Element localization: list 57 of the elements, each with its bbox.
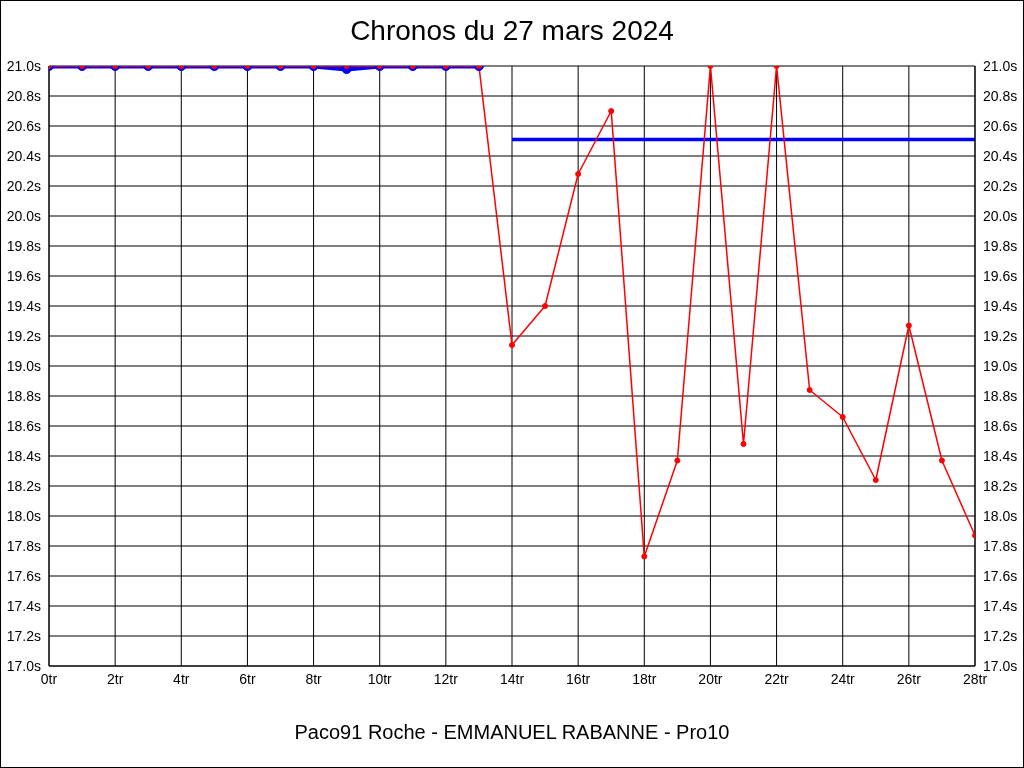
y-tick-label: 20.8s xyxy=(6,87,41,104)
y-tick-label: 17.6s xyxy=(6,567,41,584)
chart-title: Chronos du 27 mars 2024 xyxy=(349,15,675,47)
y2-tick-label: 18.4s xyxy=(983,447,1018,464)
y2-tick-label: 17.8s xyxy=(983,537,1018,554)
y2-tick-label: 21.0s xyxy=(983,57,1018,74)
y-tick-label: 17.4s xyxy=(6,597,41,614)
y-tick-label: 19.2s xyxy=(6,327,41,344)
x-tick-label: 16tr xyxy=(566,670,591,687)
y-tick-label: 21.0s xyxy=(6,57,41,74)
y-tick-label: 18.6s xyxy=(6,417,41,434)
x-tick-label: 8tr xyxy=(305,670,323,687)
y-tick-label: 20.2s xyxy=(6,177,41,194)
y-tick-label: 18.4s xyxy=(6,447,41,464)
x-tick-label: 26tr xyxy=(896,670,922,687)
y-tick-label: 19.6s xyxy=(6,267,41,284)
y2-tick-label: 19.2s xyxy=(983,327,1018,344)
y2-tick-label: 17.4s xyxy=(983,597,1018,614)
y2-tick-label: 20.4s xyxy=(983,147,1018,164)
x-tick-label: 24tr xyxy=(830,670,856,687)
y2-tick-label: 19.8s xyxy=(983,237,1018,254)
y2-tick-label: 17.6s xyxy=(983,567,1018,584)
y-tick-label: 17.0s xyxy=(6,657,41,674)
y-tick-label: 18.2s xyxy=(6,477,41,494)
y-tick-label: 17.8s xyxy=(6,537,41,554)
y2-tick-label: 19.6s xyxy=(983,267,1018,284)
y-tick-label: 18.0s xyxy=(6,507,41,524)
x-tick-label: 14tr xyxy=(499,670,525,687)
y-tick-label: 19.0s xyxy=(6,357,41,374)
y2-tick-label: 20.8s xyxy=(983,87,1018,104)
x-tick-label: 10tr xyxy=(367,670,393,687)
x-tick-label: 4tr xyxy=(173,670,190,687)
x-tick-label: 22tr xyxy=(764,670,789,687)
x-tick-label: 20tr xyxy=(698,670,723,687)
text: Paco91 Roche - EMMANUEL RABANNE - Pro10 xyxy=(293,721,731,744)
x-tick-label: 0tr xyxy=(40,670,58,687)
y-tick-label: 20.0s xyxy=(6,207,41,224)
y2-tick-label: 18.2s xyxy=(983,477,1018,494)
y2-tick-label: 19.4s xyxy=(983,297,1018,314)
x-tick-label: 18tr xyxy=(632,670,657,687)
x-tick-label: 2tr xyxy=(106,670,124,687)
y2-tick-label: 20.0s xyxy=(983,207,1018,224)
y-tick-label: 20.4s xyxy=(6,147,41,164)
y2-tick-label: 18.6s xyxy=(983,417,1018,434)
y-tick-label: 19.4s xyxy=(6,297,41,314)
y2-tick-label: 18.0s xyxy=(983,507,1018,524)
y2-tick-label: 17.2s xyxy=(983,627,1018,644)
y2-tick-label: 18.8s xyxy=(983,387,1018,404)
x-tick-label: 6tr xyxy=(239,670,256,687)
y-tick-label: 17.2s xyxy=(6,627,41,644)
y2-tick-label: 19.0s xyxy=(983,357,1018,374)
y-tick-label: 18.8s xyxy=(6,387,41,404)
y-tick-label: 20.6s xyxy=(6,117,41,134)
y2-tick-label: 20.6s xyxy=(983,117,1018,134)
x-tick-label: 12tr xyxy=(433,670,459,687)
y2-tick-label: 20.2s xyxy=(983,177,1018,194)
y-tick-label: 19.8s xyxy=(6,237,41,254)
